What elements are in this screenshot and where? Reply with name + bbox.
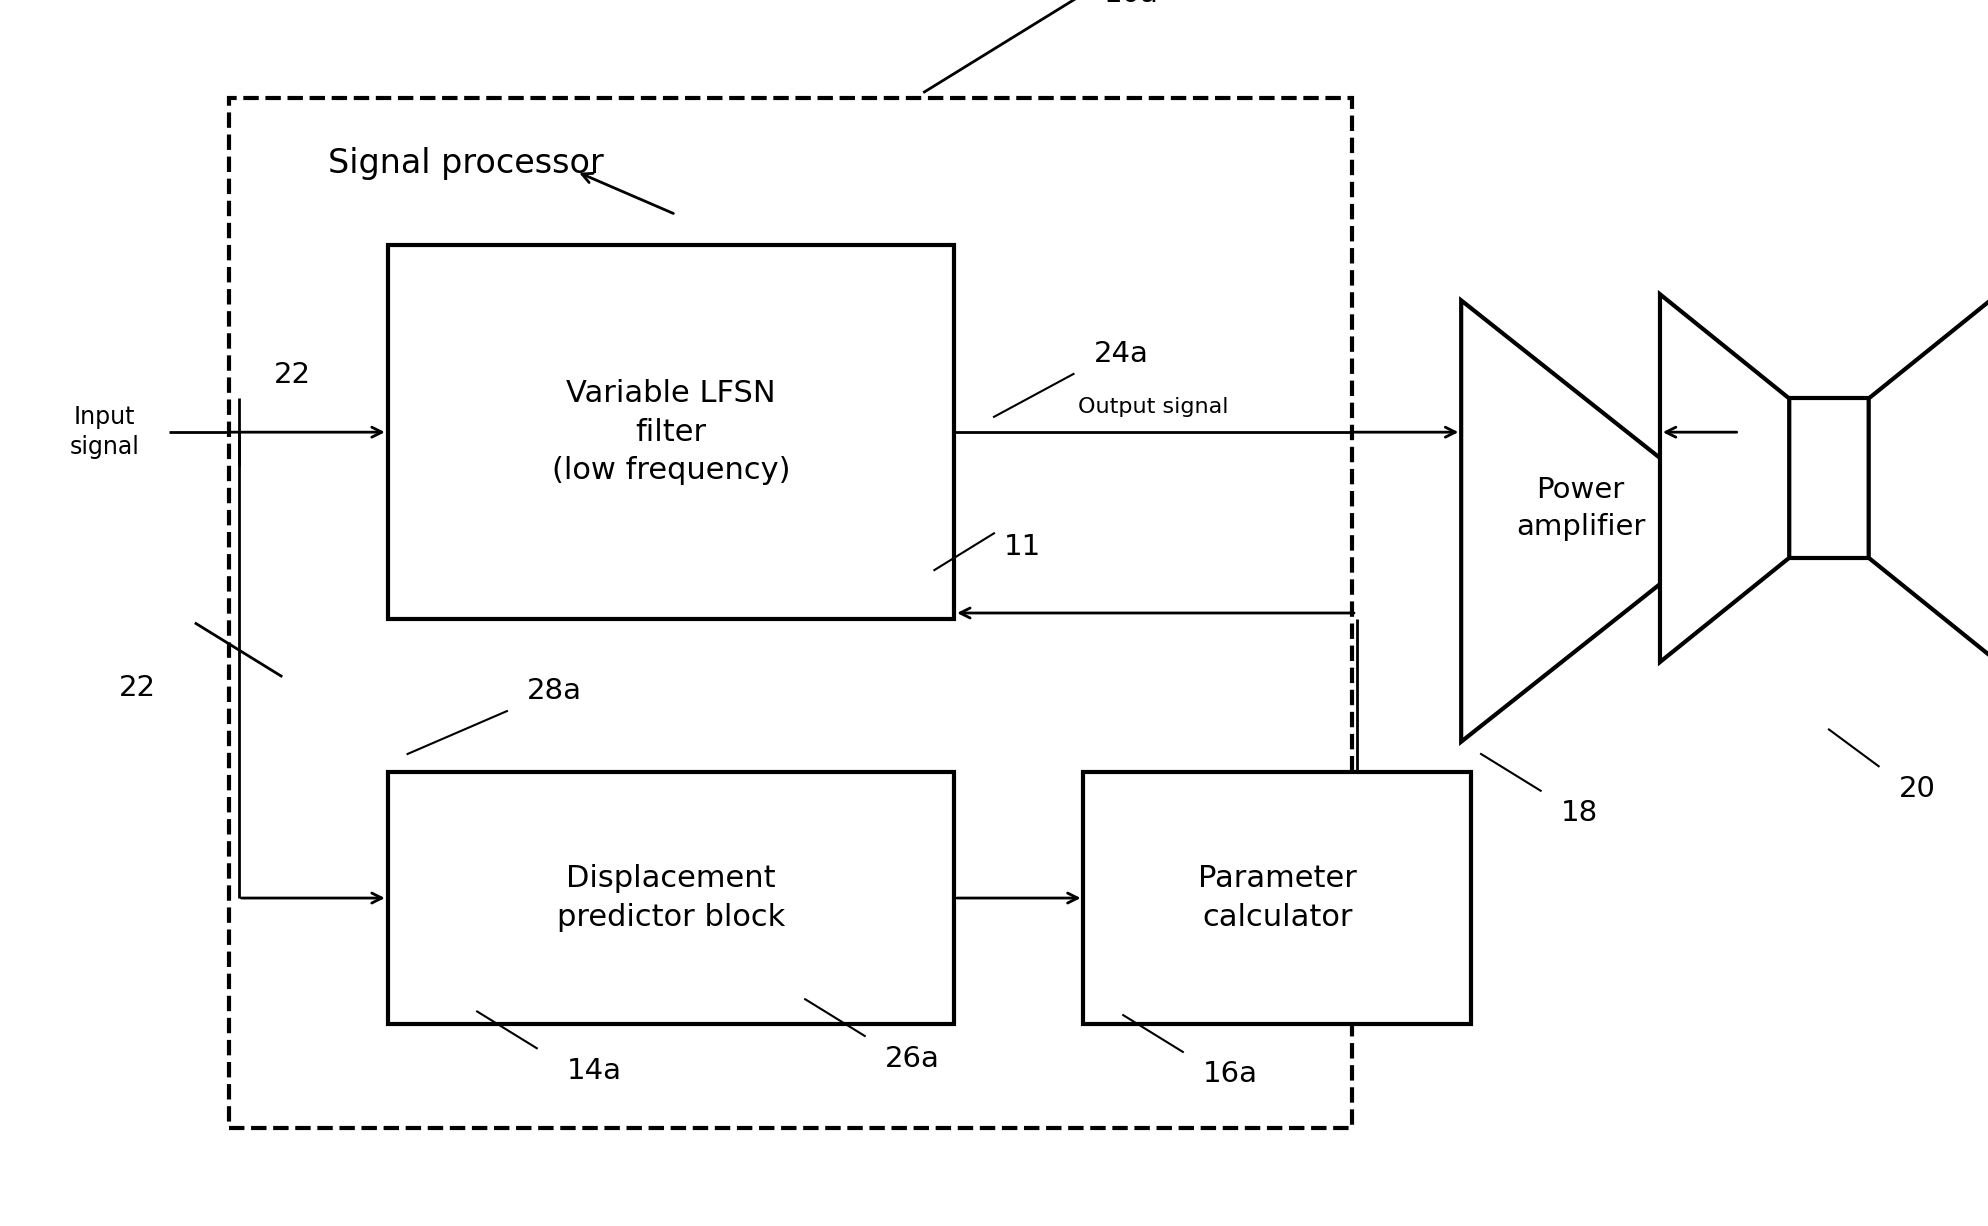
Text: 22: 22 [274,362,312,390]
Text: Power
amplifier: Power amplifier [1515,477,1646,541]
Bar [388,245,954,619]
Text: Parameter
calculator: Parameter calculator [1199,864,1356,932]
Text: 24a: 24a [1093,340,1149,368]
Text: Displacement
predictor block: Displacement predictor block [557,864,785,932]
Bar [1789,398,1869,558]
Text: 26a: 26a [885,1045,940,1073]
Polygon shape [1660,294,1789,662]
Text: 28a: 28a [527,677,582,705]
Text: 11: 11 [1004,533,1042,562]
Polygon shape [1869,294,1988,662]
Polygon shape [1461,300,1740,742]
Text: 14a: 14a [567,1057,622,1085]
Text: Signal processor: Signal processor [328,147,604,180]
Text: 20: 20 [1899,775,1936,803]
Bar [1083,772,1471,1024]
Text: 16a: 16a [1203,1060,1258,1089]
Text: 22: 22 [119,674,157,702]
Text: Variable LFSN
filter
(low frequency): Variable LFSN filter (low frequency) [553,380,789,484]
Text: 18: 18 [1561,799,1598,828]
Bar [229,98,1352,1128]
Text: 10a: 10a [1103,0,1159,7]
Text: Input
signal: Input signal [70,406,139,459]
Text: Output signal: Output signal [1077,397,1229,417]
Bar [388,772,954,1024]
